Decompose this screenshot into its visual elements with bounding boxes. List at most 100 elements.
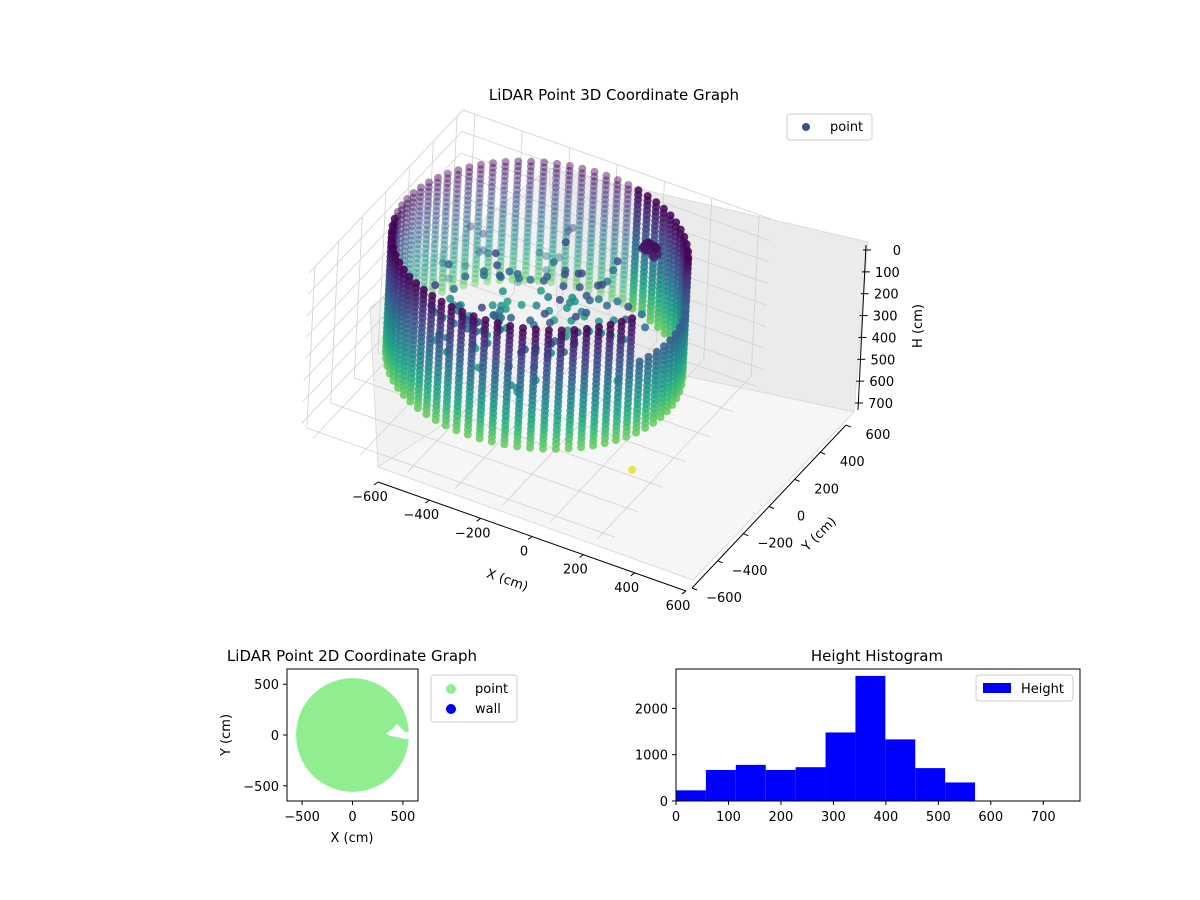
- point-3d: [475, 189, 484, 198]
- grid-line-back-z: [460, 152, 770, 263]
- grid-line-left-y: [330, 241, 340, 403]
- x-tick-3d: [527, 536, 533, 540]
- point-3d: [487, 197, 496, 205]
- point-3d: [656, 413, 665, 422]
- point-3d: [475, 198, 484, 207]
- point-3d: [561, 238, 570, 247]
- point-3d: [551, 188, 560, 197]
- point-3d: [590, 177, 599, 186]
- point-3d: [424, 183, 433, 192]
- y-tick-3d: [845, 424, 852, 428]
- histogram-bar: [855, 675, 886, 801]
- point-3d: [589, 441, 598, 450]
- histogram-bar: [885, 739, 916, 801]
- point-3d: [500, 172, 509, 181]
- point-3d: [460, 257, 469, 266]
- x-tick-3d: [579, 554, 584, 559]
- point-3d: [479, 267, 488, 276]
- point-3d: [406, 397, 415, 406]
- point-3d: [463, 205, 472, 214]
- grid-line-back-x: [750, 214, 760, 377]
- point-3d: [612, 195, 621, 204]
- y-tick-label-3d: 200: [814, 482, 839, 497]
- point-3d: [443, 183, 452, 192]
- point-3d: [561, 270, 569, 279]
- point-3d: [610, 237, 619, 246]
- y-tick-label-2d: 0: [271, 729, 279, 744]
- point-3d: [500, 181, 509, 190]
- point-3d: [612, 204, 621, 213]
- point-3d: [621, 237, 630, 246]
- point-3d: [414, 240, 422, 249]
- point-3d: [432, 197, 441, 206]
- point-3d: [431, 216, 440, 225]
- x-tick-label-3d: −400: [403, 508, 439, 523]
- point-3d: [433, 183, 442, 192]
- point-3d: [549, 226, 558, 235]
- point-3d: [566, 298, 574, 307]
- point-3d: [476, 175, 485, 184]
- point-3d: [488, 173, 497, 182]
- point-3d: [487, 192, 496, 201]
- z-tick-label-3d: 300: [873, 310, 898, 325]
- point-3d: [452, 426, 461, 435]
- point-3d: [624, 302, 633, 311]
- x-tick-label-hist: 600: [978, 810, 1003, 825]
- point-3d: [510, 238, 519, 246]
- point-3d: [451, 218, 460, 227]
- grid-line-left-y: [306, 266, 316, 429]
- x-tick-label-3d: −600: [352, 490, 388, 505]
- x-tick-label-3d: 600: [666, 599, 691, 614]
- point-3d: [483, 277, 492, 286]
- point-3d: [628, 465, 637, 474]
- floor-pane: [376, 348, 855, 581]
- point-3d: [487, 201, 495, 210]
- point-3d: [402, 213, 411, 222]
- histogram-bar: [795, 767, 826, 801]
- point-3d: [422, 230, 431, 239]
- point-3d: [401, 223, 410, 232]
- point-3d: [471, 265, 480, 273]
- point-3d: [449, 270, 458, 279]
- point-3d: [613, 190, 621, 199]
- point-3d: [568, 223, 577, 232]
- point-3d: [402, 218, 411, 227]
- point-3d: [406, 250, 415, 259]
- point-3d: [500, 440, 509, 449]
- point-3d: [563, 199, 572, 208]
- point-3d: [497, 243, 506, 252]
- point-3d: [587, 238, 595, 247]
- point-3d: [484, 244, 493, 253]
- point-3d: [415, 221, 423, 230]
- point-3d: [613, 176, 622, 185]
- grid-line-back-z: [455, 260, 764, 370]
- point-3d: [499, 191, 508, 200]
- legend-2d-marker-point: [446, 684, 456, 694]
- point-3d: [609, 266, 618, 275]
- point-3d: [552, 178, 560, 187]
- point-3d: [422, 240, 430, 248]
- point-3d: [498, 224, 507, 233]
- point-3d: [479, 246, 488, 255]
- y-tick-label-3d: 400: [840, 455, 865, 470]
- point-3d: [444, 260, 453, 269]
- point-3d: [485, 239, 494, 248]
- point-3d: [535, 248, 544, 257]
- point-3d: [421, 254, 430, 263]
- legend-3d: point: [786, 113, 873, 141]
- point-3d: [461, 234, 470, 243]
- histogram-title: Height Histogram: [811, 647, 943, 665]
- point-3d: [577, 188, 586, 197]
- point-3d: [549, 230, 558, 239]
- point-3d: [439, 250, 448, 259]
- point-3d: [538, 186, 547, 195]
- point-3d: [497, 238, 506, 247]
- point-3d: [461, 243, 470, 252]
- point-3d: [571, 312, 580, 321]
- point-3d: [622, 228, 630, 237]
- point-3d: [613, 180, 622, 189]
- point-3d: [511, 204, 520, 213]
- histogram-bar: [825, 732, 856, 801]
- point-3d: [621, 233, 630, 242]
